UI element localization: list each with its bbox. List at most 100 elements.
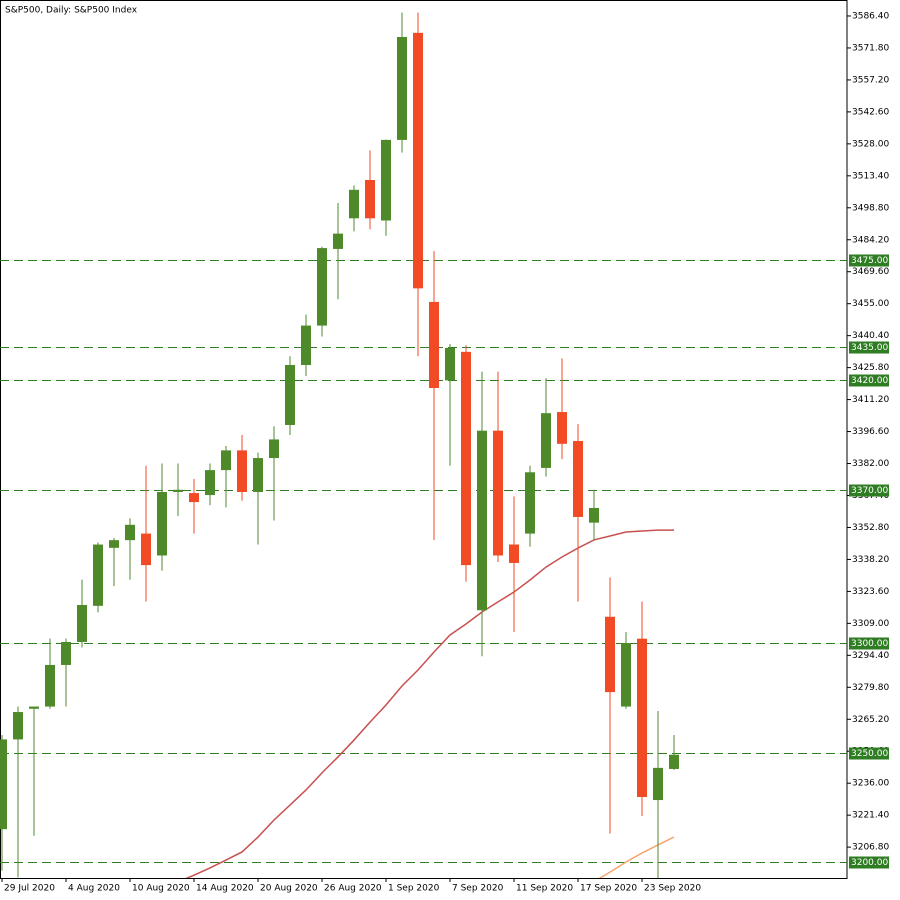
- level-label-bg: [849, 856, 889, 869]
- candle-body: [13, 712, 23, 740]
- candle-body: [285, 364, 295, 425]
- candle-body: [573, 440, 583, 517]
- candle-body: [125, 524, 135, 541]
- y-tick-label: 3571.80: [852, 43, 889, 53]
- plot-area: [0, 12, 847, 878]
- y-tick-label: 3309.00: [852, 619, 889, 629]
- candle-body: [509, 544, 519, 563]
- x-tick-label: 26 Aug 2020: [324, 884, 382, 894]
- candle-body: [173, 489, 183, 492]
- y-tick-label: 3498.80: [852, 203, 889, 213]
- level-label: 3370.00: [851, 486, 888, 496]
- y-tick-label: 3586.40: [852, 11, 889, 21]
- candle-body: [413, 32, 423, 289]
- candle-body: [365, 179, 375, 219]
- y-tick-label: 3513.40: [852, 171, 889, 181]
- y-tick-label: 3484.20: [852, 235, 889, 245]
- x-tick-label: 29 Jul 2020: [4, 884, 55, 894]
- x-tick-label: 11 Sep 2020: [516, 884, 573, 894]
- x-tick-label: 10 Aug 2020: [132, 884, 190, 894]
- x-tick-label: 7 Sep 2020: [452, 884, 504, 894]
- y-tick-label: 3265.20: [852, 715, 889, 725]
- y-tick-label: 3396.60: [852, 427, 889, 437]
- candle-body: [605, 616, 615, 693]
- candle-body: [397, 37, 407, 140]
- y-tick-label: 3455.00: [852, 299, 889, 309]
- candle-body: [333, 233, 343, 249]
- candle-body: [541, 413, 551, 468]
- level-label-bg: [849, 374, 889, 387]
- candle-body: [589, 507, 599, 523]
- axes: 3586.40 3571.80 3557.20 3542.60 3528.00 3513.…: [1, 11, 889, 894]
- candle-body: [429, 301, 439, 388]
- y-tick-label: 3221.40: [852, 811, 889, 821]
- candle-body: [461, 351, 471, 566]
- candle-body: [637, 638, 647, 797]
- candle-body: [557, 412, 567, 444]
- x-tick-label: 17 Sep 2020: [580, 884, 637, 894]
- candle-body: [221, 450, 231, 471]
- candle-body: [77, 604, 87, 642]
- y-tick-label: 3279.80: [852, 683, 889, 693]
- candle-body: [189, 493, 199, 503]
- chart-title: S&P500, Daily: S&P500 Index: [5, 6, 138, 16]
- y-tick-label: 3411.20: [852, 395, 889, 405]
- candle-body: [237, 450, 247, 492]
- level-label-bg: [849, 637, 889, 650]
- candle-body: [109, 540, 119, 548]
- y-tick-label: 3469.60: [852, 267, 889, 277]
- x-tick-label: 14 Aug 2020: [196, 884, 254, 894]
- level-label: 3475.00: [851, 256, 888, 266]
- y-tick-label: 3338.20: [852, 555, 889, 565]
- candle-body: [493, 430, 503, 556]
- level-label: 3435.00: [851, 343, 888, 353]
- candle-body: [269, 439, 279, 459]
- candle-body: [253, 458, 263, 492]
- y-tick-label: 3382.00: [852, 459, 889, 469]
- x-tick-label: 1 Sep 2020: [388, 884, 440, 894]
- candle-body: [45, 664, 55, 707]
- y-tick-label: 3294.40: [852, 651, 889, 661]
- y-tick-label: 3352.80: [852, 523, 889, 533]
- level-label-bg: [849, 254, 889, 267]
- y-tick-label: 3206.80: [852, 843, 889, 853]
- level-label-bg: [849, 484, 889, 497]
- candle-body: [669, 754, 679, 769]
- candle-body: [349, 189, 359, 219]
- candle-body: [0, 739, 7, 830]
- candle-body: [29, 706, 39, 709]
- candle-body: [301, 325, 311, 365]
- candle-body: [141, 533, 151, 566]
- level-label-bg: [849, 341, 889, 354]
- indicator-line: [598, 836, 675, 878]
- x-tick-label: 4 Aug 2020: [68, 884, 120, 894]
- level-label: 3200.00: [851, 858, 888, 868]
- y-tick-label: 3425.80: [852, 363, 889, 373]
- level-label: 3300.00: [851, 639, 888, 649]
- candle-body: [317, 248, 327, 326]
- candle-body: [445, 347, 455, 381]
- level-label: 3420.00: [851, 376, 888, 386]
- candle-body: [381, 139, 391, 221]
- candle-body: [653, 767, 663, 801]
- y-tick-label: 3557.20: [852, 75, 889, 85]
- candle-body: [477, 430, 487, 611]
- candle-body: [157, 491, 167, 556]
- indicator-line: [185, 529, 674, 878]
- level-label: 3250.00: [851, 749, 888, 759]
- candle-body: [621, 643, 631, 707]
- candle-body: [205, 470, 215, 496]
- y-tick-label: 3542.60: [852, 107, 889, 117]
- candle-body: [525, 472, 535, 534]
- y-tick-label: 3528.00: [852, 139, 889, 149]
- x-tick-label: 20 Aug 2020: [260, 884, 318, 894]
- candle-body: [93, 544, 103, 606]
- x-tick-label: 23 Sep 2020: [644, 884, 701, 894]
- plot-frame: [0, 0, 848, 879]
- y-tick-label: 3323.60: [852, 587, 889, 597]
- level-label-bg: [849, 747, 889, 760]
- y-tick-label: 3236.00: [852, 779, 889, 789]
- candle-body: [61, 641, 71, 665]
- y-tick-label: 3440.40: [852, 331, 889, 341]
